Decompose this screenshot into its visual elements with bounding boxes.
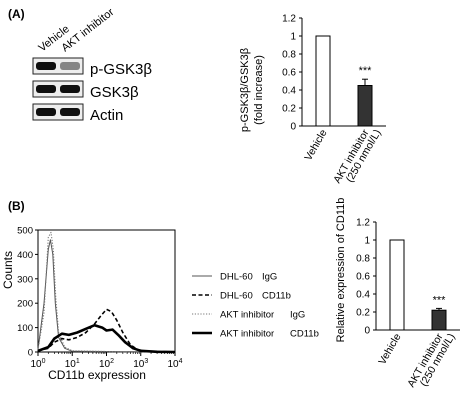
bar-akt-inhibitor: [431, 309, 447, 331]
y-tick-label: 0.2: [356, 308, 370, 319]
blot-band: [60, 85, 80, 93]
legend-line-label: AKT inhibitor: [220, 329, 274, 340]
histogram-ylabel: Counts: [1, 251, 15, 289]
legend-line-label: AKT inhibitor: [220, 310, 274, 321]
y-tick-label: 1.2: [356, 218, 370, 229]
x-tick-label: 101: [65, 358, 80, 370]
legend-marker-label: IgG: [290, 310, 305, 321]
y-tick-label: 1: [290, 32, 296, 43]
y-tick-label: 0.6: [356, 272, 370, 283]
bar-chart-cd11b: Relative expression of CD11b 0 0.2 0.4 0.6 0…: [335, 198, 460, 389]
significance-mark: ***: [359, 65, 373, 77]
x-tick-base: 10: [65, 359, 77, 370]
blot-band: [60, 108, 80, 116]
x-tick-label: 104: [167, 358, 182, 370]
flow-histogram: Counts CD11b expression 0100200300400500…: [1, 226, 183, 383]
western-blot: Vehicle AKT inhibitor p-GSK3β GSK3β Acti…: [32, 6, 152, 124]
y-tick-label: 400: [17, 250, 33, 261]
chart-c-ylabel: Relative expression of CD11b: [335, 198, 347, 343]
legend-marker-label: CD11b: [290, 329, 319, 340]
blot-band: [36, 85, 56, 93]
x-tick-label: 102: [99, 358, 114, 370]
x-tick-label: 100: [30, 358, 45, 370]
y-tick-label: 0.6: [282, 68, 296, 79]
chart-a-ylabel: p-GSK3β/GSK3β: [239, 48, 251, 132]
x-tick-base: 10: [133, 359, 145, 370]
x-tick-exponent: 1: [76, 358, 80, 365]
y-tick-label: 0.4: [356, 290, 370, 301]
y-tick-label: 1.2: [282, 14, 296, 25]
x-tick-exponent: 4: [179, 358, 183, 365]
blot-band: [36, 62, 56, 70]
x-tick-label: 103: [133, 358, 148, 370]
y-tick-label: 0: [28, 348, 33, 359]
significance-mark: ***: [433, 294, 447, 306]
y-tick-label: 0: [364, 326, 370, 337]
panel-b-label: (B): [8, 199, 25, 213]
legend-line-label: DHL-60: [220, 291, 253, 302]
y-tick-label: 0.2: [282, 104, 296, 115]
histogram-series-dotted: [37, 231, 176, 353]
y-tick-label: 200: [17, 299, 33, 310]
y-tick-label: 500: [17, 226, 33, 237]
category-label: Vehicle: [376, 331, 403, 366]
band-label-actin: Actin: [90, 107, 123, 124]
chart-a-ylabel-2: (fold increase): [253, 55, 265, 125]
panel-a-label: (A): [8, 7, 25, 21]
x-tick-base: 10: [30, 359, 42, 370]
band-label-gsk3b: GSK3β: [90, 84, 139, 101]
bar-vehicle: [389, 239, 405, 331]
bar-akt-inhibitor: [357, 85, 373, 127]
y-tick-label: 100: [17, 323, 33, 334]
x-tick-exponent: 3: [144, 358, 148, 365]
y-tick-label: 0.8: [356, 254, 370, 265]
category-label: Vehicle: [302, 127, 329, 162]
y-tick-label: 0.8: [282, 50, 296, 61]
y-tick-label: 300: [17, 274, 33, 285]
x-tick-exponent: 2: [110, 358, 114, 365]
y-tick-label: 1: [364, 236, 370, 247]
histogram-xlabel: CD11b expression: [48, 368, 146, 382]
y-tick-label: 0: [290, 122, 296, 133]
legend-marker-label: CD11b: [262, 291, 291, 302]
histogram-legend: DHL-60 IgG DHL-60 CD11b AKT inhibitor IgG AKT …: [192, 272, 319, 340]
histogram-series-thick: [37, 323, 176, 354]
x-tick-base: 10: [167, 359, 179, 370]
bar-vehicle: [315, 35, 331, 127]
bar-chart-p-gsk3b: p-GSK3β/GSK3β (fold increase) 0 0.2 0.4 0.6…: [239, 14, 386, 185]
blot-band: [60, 62, 80, 70]
band-label-p-gsk3b: p-GSK3β: [90, 61, 152, 78]
legend-marker-label: IgG: [262, 272, 277, 283]
x-tick-base: 10: [99, 359, 111, 370]
x-tick-exponent: 0: [42, 358, 46, 365]
blot-band: [36, 108, 56, 116]
legend-line-label: DHL-60: [220, 272, 253, 283]
y-tick-label: 0.4: [282, 86, 296, 97]
